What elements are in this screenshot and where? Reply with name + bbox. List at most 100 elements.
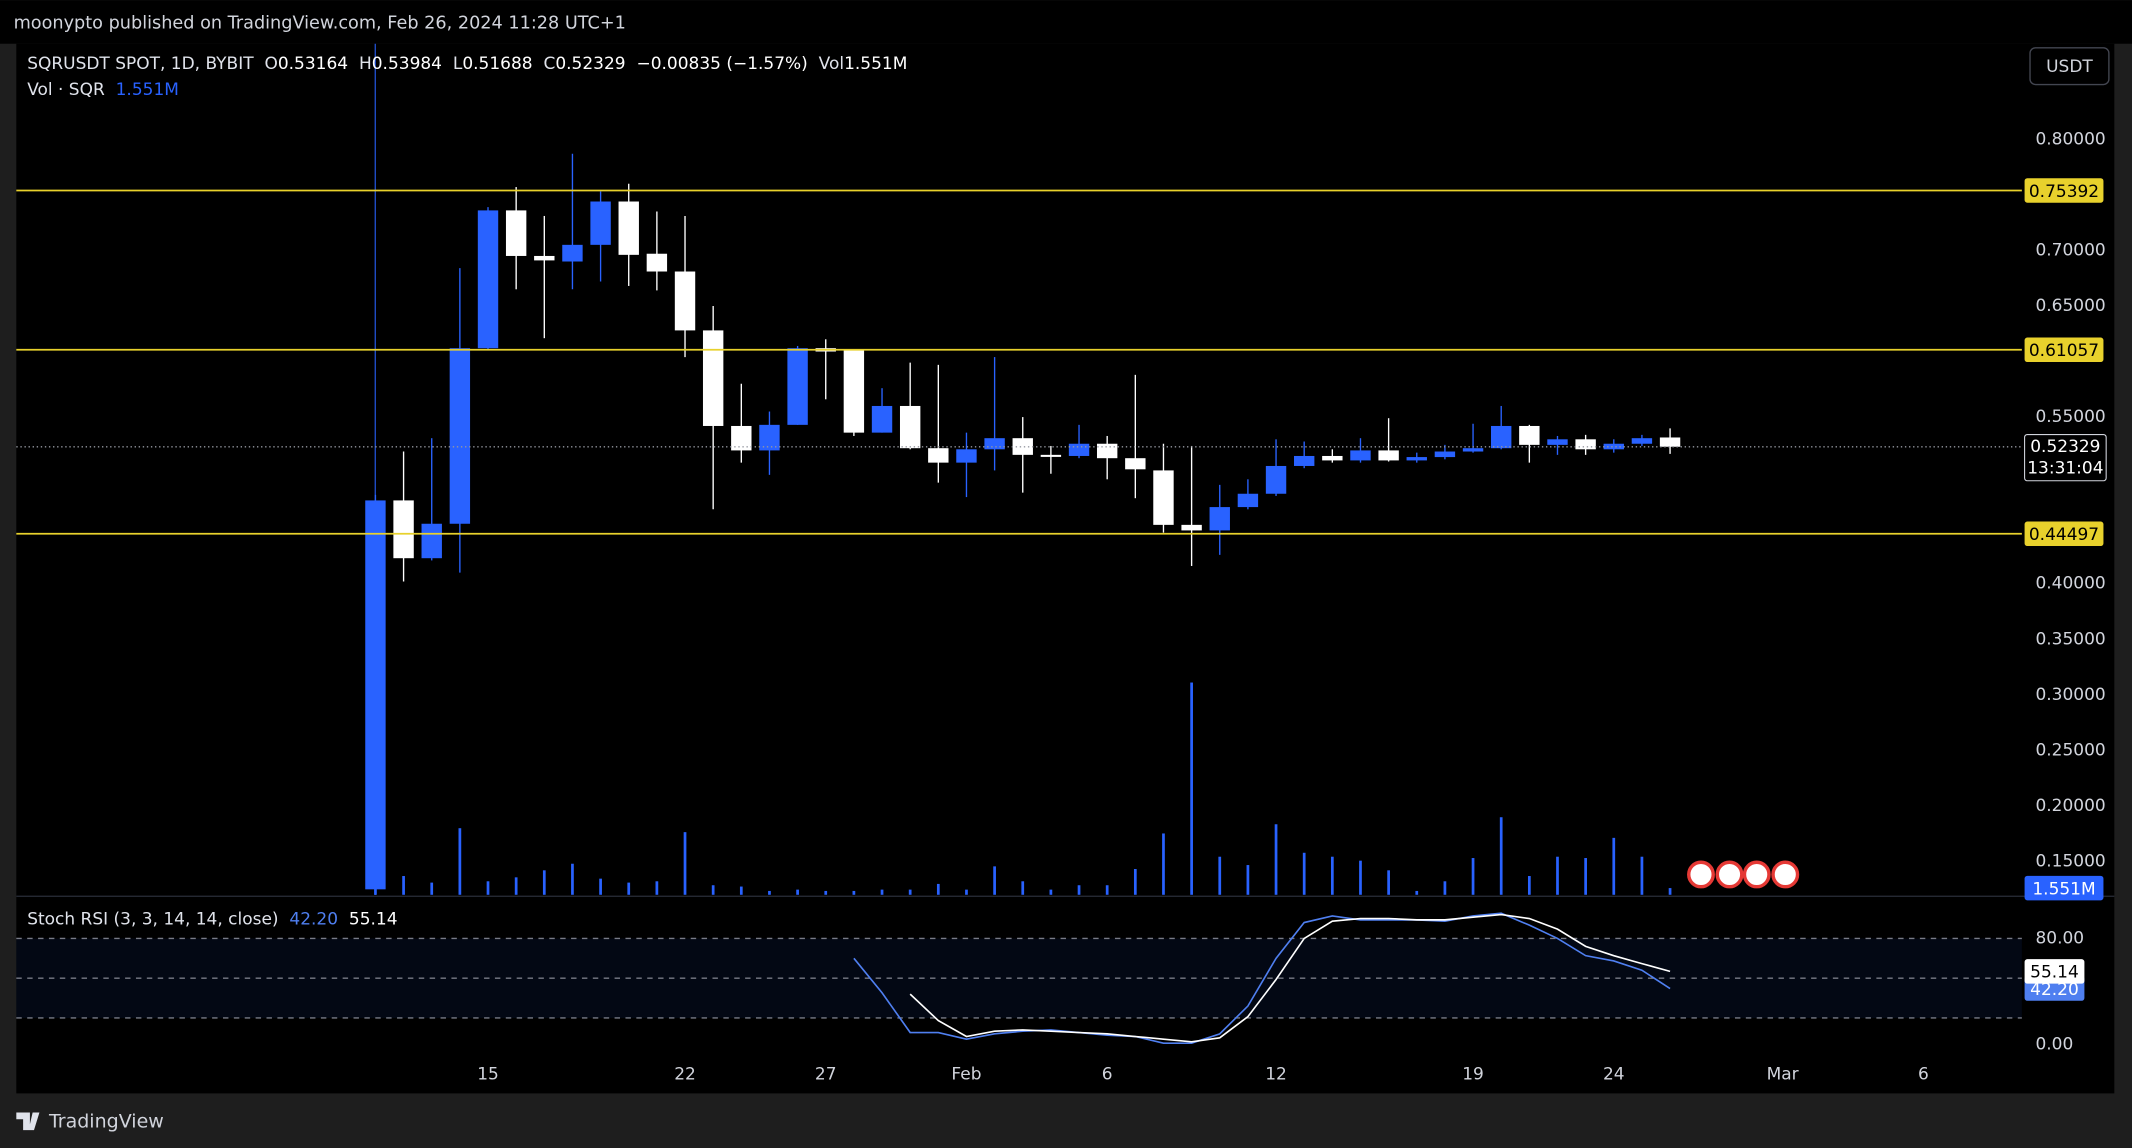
candle-body: [1631, 438, 1653, 444]
ohlc-key: L: [453, 54, 463, 74]
candle-body: [1125, 458, 1146, 470]
volume-bar: [796, 889, 799, 895]
volume-bar: [542, 870, 546, 895]
volume-bar: [1640, 856, 1644, 895]
x-tick-label: 24: [1603, 1064, 1625, 1084]
symbol-title: SQRUSDT SPOT, 1D, BYBIT: [27, 54, 254, 74]
level-label: 0.61057: [2029, 341, 2099, 361]
candle-body: [871, 405, 893, 433]
level-label-box: [2024, 521, 2104, 547]
volume-bar: [1471, 858, 1475, 895]
volume-bar: [965, 889, 968, 895]
last-price-label: 0.52329: [2030, 437, 2100, 457]
x-tick-label: Mar: [1767, 1064, 1799, 1084]
volume-title: Vol · SQR: [27, 80, 105, 100]
x-tick-label: Feb: [951, 1064, 981, 1084]
ohlc-value: 0.53984: [372, 54, 442, 74]
stoch-legend: Stoch RSI (3, 3, 14, 14, close) 42.20 55.1…: [27, 909, 397, 929]
candle-body: [1181, 524, 1202, 531]
ohlc-value: 0.51688: [462, 54, 532, 74]
flag[interactable]: [1742, 860, 1771, 889]
candle-body: [618, 201, 639, 255]
volume-bar: [1584, 858, 1587, 895]
volume-bar: [1162, 833, 1165, 895]
candle-body: [984, 438, 1005, 450]
candle-body: [1378, 450, 1399, 461]
x-tick-label: 19: [1462, 1064, 1484, 1084]
volume-bar: [599, 878, 602, 895]
candle-body: [843, 350, 865, 433]
candle-body: [1659, 437, 1681, 447]
candle-body: [1293, 455, 1315, 466]
candle-body: [1040, 454, 1062, 457]
candle-body: [1547, 439, 1568, 445]
volume-bar: [1133, 869, 1137, 895]
y-tick-label: 0.70000: [2035, 240, 2105, 260]
event-flags: [1687, 860, 1800, 889]
publisher: moonypto published on TradingView.com, F…: [14, 13, 626, 33]
price-change: −0.00835 (−1.57%): [636, 54, 807, 74]
volume-legend: Vol · SQR 1.551M: [27, 80, 179, 100]
stoch-title: Stoch RSI (3, 3, 14, 14, close): [27, 909, 278, 929]
candle-body: [1603, 443, 1624, 450]
volume-bar: [1105, 885, 1109, 895]
volume-axis-label: 1.551M: [2032, 879, 2095, 899]
level-label-box: [2024, 337, 2104, 363]
volume-bar: [1415, 890, 1419, 895]
footer-brand: TradingView: [48, 1110, 164, 1132]
candle-body: [702, 330, 724, 426]
volume-bar: [1527, 876, 1531, 895]
candle-body: [505, 210, 527, 256]
candle-body: [1406, 457, 1427, 461]
level-label: 0.75392: [2029, 182, 2099, 202]
volume-bar: [1021, 881, 1025, 895]
volume-bar: [824, 890, 828, 895]
y-tick-label: 0.25000: [2035, 740, 2105, 760]
stoch-tick-label: 0.00: [2035, 1034, 2073, 1054]
price-pane: [365, 153, 1681, 895]
volume-bar: [993, 866, 996, 895]
volume-bar: [1612, 837, 1616, 895]
volume-bar: [486, 881, 490, 895]
candle-body: [365, 500, 386, 890]
flag[interactable]: [1687, 860, 1715, 889]
level-label-box: [2024, 178, 2104, 203]
candle-body: [1491, 425, 1512, 449]
volume-bar: [711, 885, 715, 895]
flag[interactable]: [1715, 860, 1744, 889]
candle-body: [1519, 425, 1540, 445]
x-tick-label: 12: [1265, 1064, 1287, 1084]
currency-label: USDT: [2046, 57, 2093, 77]
volume-bar: [458, 828, 462, 895]
y-tick-label: 0.35000: [2035, 629, 2105, 649]
x-tick-label: 6: [1918, 1064, 1929, 1084]
candle-body: [1153, 470, 1174, 525]
candle-body: [928, 448, 949, 463]
y-tick-label: 0.30000: [2035, 685, 2105, 705]
volume-bar: [627, 882, 631, 895]
x-tick-label: 22: [674, 1064, 696, 1084]
candle-body: [590, 201, 611, 245]
ohlc-key: O: [264, 54, 277, 74]
countdown-label: 13:31:04: [2027, 459, 2103, 479]
candle-body: [421, 523, 442, 559]
candle-body: [477, 210, 499, 349]
volume-bar: [936, 883, 940, 895]
stoch-label-box: [2024, 959, 2085, 984]
candle-body: [1237, 493, 1259, 508]
ohlc-legend: SQRUSDT SPOT, 1D, BYBIT O0.53164 H0.53984 L…: [27, 54, 907, 74]
volume-bar: [514, 877, 518, 895]
candle-body: [1209, 507, 1230, 531]
y-tick-label: 0.40000: [2035, 574, 2105, 594]
candle-body: [1350, 450, 1371, 461]
ohlc-value: 0.53164: [278, 54, 348, 74]
flag[interactable]: [1771, 860, 1800, 889]
candle-body: [787, 348, 808, 425]
volume-bar: [1359, 860, 1362, 895]
volume-bar: [1443, 881, 1447, 895]
candle-body: [759, 424, 780, 451]
top-bar: [0, 0, 2132, 44]
currency-button[interactable]: [2029, 47, 2110, 86]
candle-body: [393, 500, 414, 559]
